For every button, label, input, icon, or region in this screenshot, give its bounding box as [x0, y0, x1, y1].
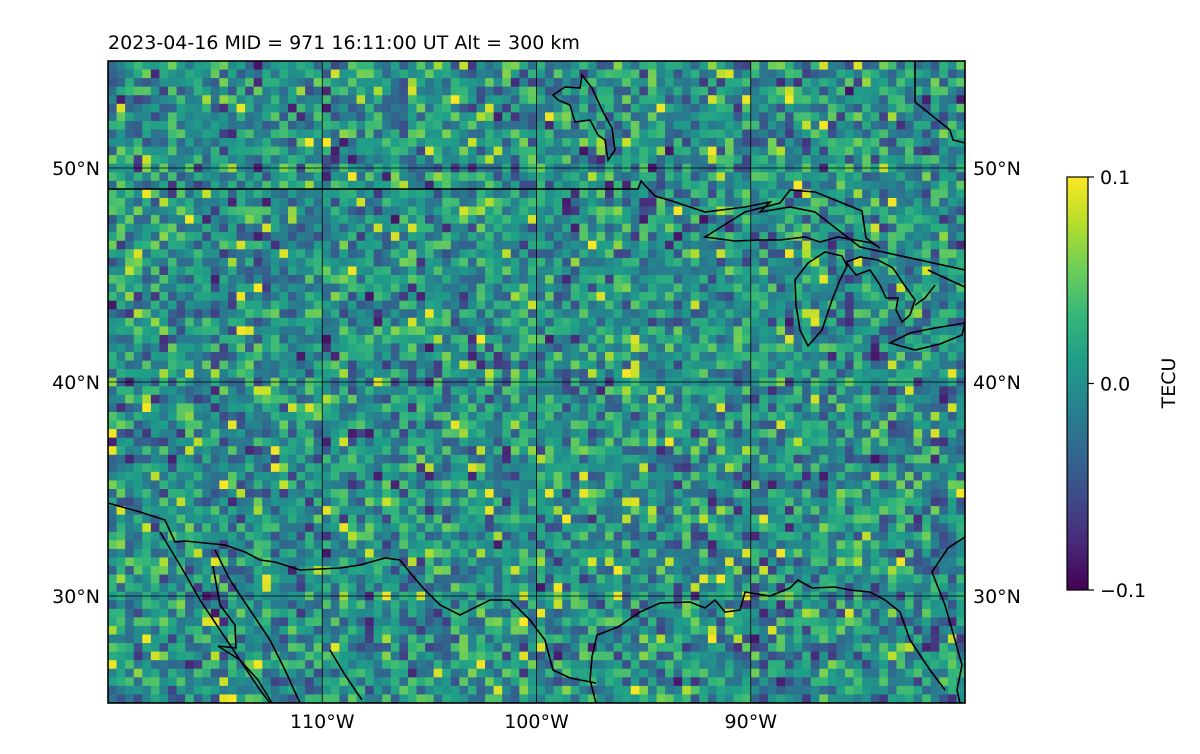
longitude-tick-label: 90°W [725, 711, 778, 733]
colorbar-tick-label: 0.0 [1100, 374, 1130, 396]
colorbar-tick-label: 0.1 [1100, 167, 1130, 189]
latitude-tick-label: 40°N [973, 372, 1021, 394]
latitude-tick-label: 30°N [52, 586, 100, 608]
colorbar-tick-label: −0.1 [1100, 580, 1146, 602]
latitude-tick-label: 50°N [973, 158, 1021, 180]
latitude-tick-label: 40°N [52, 372, 100, 394]
colorbar-label: TECU [1158, 358, 1180, 410]
latitude-ticks-left: 30°N 40°N 50°N [52, 158, 100, 608]
latitude-ticks-right: 30°N 40°N 50°N [973, 158, 1021, 608]
colorbar-ramp [1067, 177, 1088, 590]
latitude-tick-label: 30°N [973, 586, 1021, 608]
plot-title: 2023-04-16 MID = 971 16:11:00 UT Alt = 3… [108, 32, 580, 54]
longitude-tick-label: 110°W [290, 711, 355, 733]
colorbar-ticks: 0.1 0.0 −0.1 [1088, 167, 1146, 602]
longitude-ticks: 110°W 100°W 90°W [290, 711, 777, 733]
longitude-tick-label: 100°W [504, 711, 569, 733]
latitude-tick-label: 50°N [52, 158, 100, 180]
colorbar: 0.1 0.0 −0.1 TECU [1067, 167, 1180, 602]
